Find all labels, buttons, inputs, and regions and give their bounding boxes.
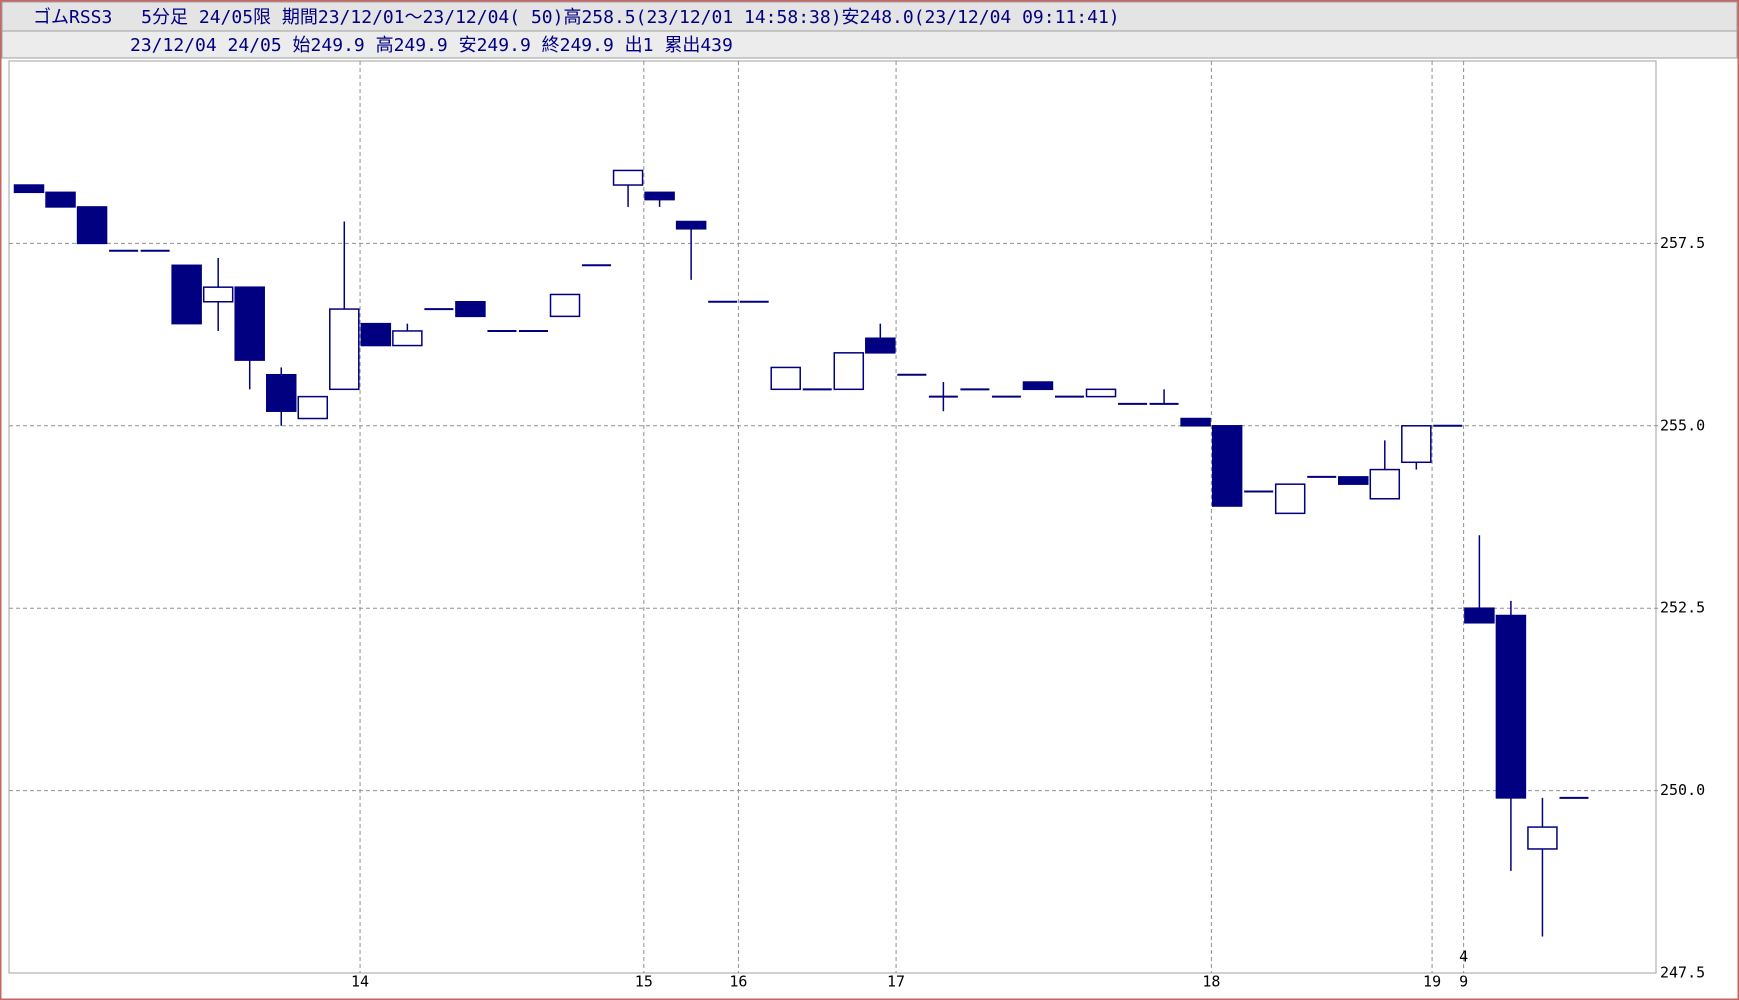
candle-body — [770, 366, 801, 391]
plot-area — [8, 60, 1657, 974]
candle-body — [171, 264, 202, 325]
candle-body — [644, 191, 675, 201]
x-tick-label: 9 — [1459, 973, 1468, 991]
y-tick-label: 252.5 — [1660, 599, 1705, 617]
candle-body — [1274, 483, 1306, 515]
candle-body — [297, 395, 329, 420]
candle-body — [549, 293, 581, 318]
y-tick-label: 257.5 — [1660, 234, 1705, 252]
x-tick-label: 19 — [1423, 973, 1441, 991]
y-tick-label: 250.0 — [1660, 781, 1705, 799]
candle-body — [455, 301, 486, 318]
candle-body — [1369, 468, 1401, 500]
header-bar — [1, 1, 1738, 32]
candle-body — [76, 206, 108, 245]
chart-subtitle: 23/12/04 24/05 始249.9 高249.9 安249.9 終249… — [130, 35, 733, 56]
candle-body — [675, 220, 707, 230]
y-tick-label: 255.0 — [1660, 416, 1705, 434]
candle-body — [1495, 614, 1527, 799]
x-tick-label: 16 — [729, 973, 747, 991]
candle-body — [13, 184, 45, 194]
candle-body — [833, 352, 865, 391]
candle-body — [234, 286, 265, 361]
x-tick-label: 17 — [887, 973, 905, 991]
info-bar — [1, 30, 1738, 59]
candle-body — [1464, 607, 1495, 624]
x-tick-label: 14 — [351, 973, 369, 991]
candle-body — [1180, 417, 1211, 427]
candle-body — [612, 169, 644, 186]
candle-body — [1085, 388, 1117, 398]
x-tick-label: 15 — [635, 973, 653, 991]
candle-body — [392, 330, 423, 347]
candle-body — [865, 337, 896, 354]
candle-body — [1211, 425, 1243, 507]
candle-body — [329, 308, 360, 391]
candle-body — [265, 373, 297, 412]
day-label: 4 — [1459, 948, 1468, 966]
candle-body — [1527, 826, 1558, 850]
candle-body — [202, 286, 234, 303]
y-tick-label: 247.5 — [1660, 964, 1705, 982]
x-tick-label: 18 — [1202, 973, 1220, 991]
candle-body — [1022, 381, 1054, 391]
candle-body — [1338, 476, 1369, 485]
candle-body — [45, 191, 76, 208]
candle-body — [360, 322, 392, 347]
candle-body — [1401, 425, 1432, 464]
chart-title: ゴムRSS3 5分足 24/05限 期間23/12/01～23/12/04( 5… — [33, 7, 1120, 28]
